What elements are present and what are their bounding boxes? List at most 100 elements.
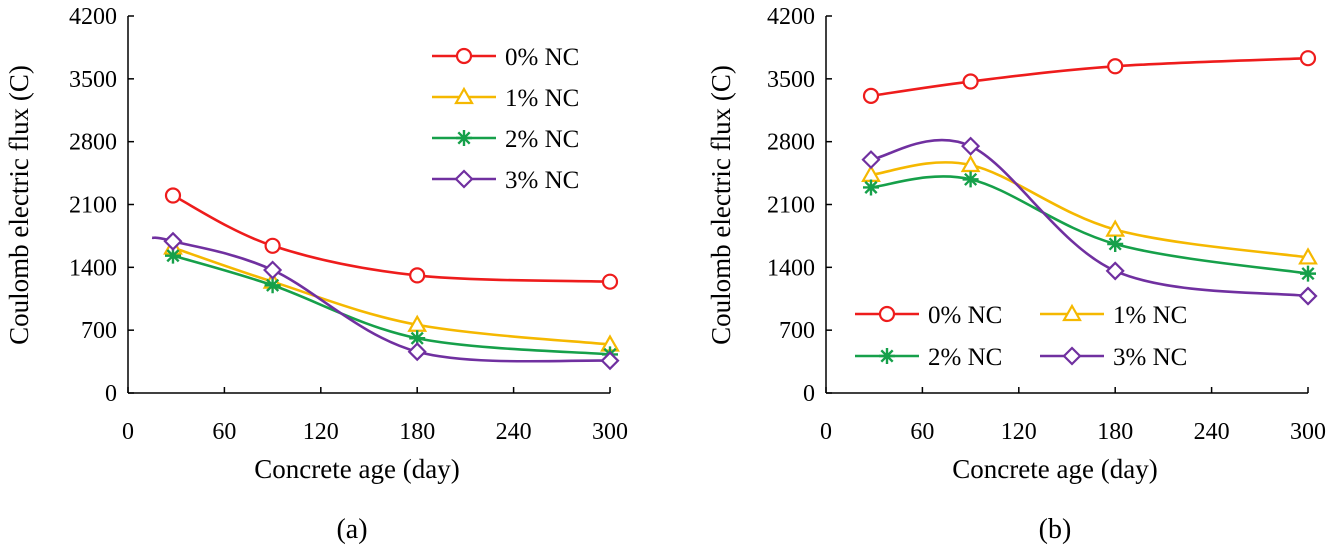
- series-line: [172, 194, 611, 283]
- legend-label: 0% NC: [505, 44, 579, 71]
- legend-item: 2% NC: [432, 126, 579, 153]
- x-tick-label: 120: [1001, 419, 1037, 445]
- data-point-triangle: [1298, 247, 1318, 265]
- series-3nc: [861, 136, 1318, 306]
- data-point-circle: [601, 273, 619, 290]
- legend-marker-asterisk: [456, 130, 472, 146]
- y-tick-label: 0: [803, 381, 815, 407]
- y-tick-label: 4200: [767, 4, 815, 30]
- chart-panel-b: 0 700 1400 2100 2800 3500 4200 0 60 120 180 240 300 C…: [706, 4, 1326, 545]
- legend-label: 3% NC: [1113, 344, 1187, 371]
- data-point-diamond: [1105, 261, 1125, 281]
- legend-item: 0% NC: [432, 44, 579, 71]
- y-tick-label: 2800: [767, 130, 815, 156]
- legend-marker-triangle: [1062, 303, 1082, 322]
- x-tick-label: 120: [303, 419, 339, 445]
- data-point-triangle: [1105, 219, 1126, 237]
- data-point-asterisk: [164, 247, 181, 264]
- data-point-circle: [1107, 58, 1124, 75]
- legend-marker-triangle: [454, 86, 474, 105]
- data-point-asterisk: [409, 330, 426, 347]
- data-point-diamond: [263, 260, 283, 280]
- data-point-diamond: [407, 342, 427, 362]
- x-axis-label: Concrete age (day): [952, 454, 1157, 484]
- series-line: [870, 56, 1309, 98]
- y-tick-label: 2100: [69, 193, 117, 219]
- x-tick-label: 0: [122, 419, 134, 445]
- y-tick-label: 3500: [69, 67, 117, 93]
- series-line: [870, 138, 1309, 298]
- series-line: [870, 175, 1309, 275]
- y-tick-label: 1400: [69, 255, 117, 281]
- legend-item: 3% NC: [1040, 344, 1187, 371]
- x-tick-label: 0: [820, 419, 832, 445]
- data-point-diamond: [961, 136, 981, 156]
- x-tick-label: 60: [212, 419, 236, 445]
- data-point-diamond: [1298, 286, 1318, 306]
- panel-caption: (a): [336, 514, 367, 545]
- legend-marker-asterisk: [879, 348, 895, 364]
- series-0nc: [164, 187, 619, 290]
- chart-panel-a: 0 700 1400 2100 2800 3500 4200 0 60 120 180 240 300 C…: [4, 4, 628, 545]
- y-tick-label: 4200: [69, 4, 117, 30]
- series-line: [172, 254, 611, 356]
- data-point-asterisk: [1300, 265, 1316, 282]
- y-axis-label: Coulomb electric flux (C): [4, 65, 34, 345]
- series-line: [172, 246, 611, 346]
- y-tick-label: 1400: [767, 255, 815, 281]
- legend-label: 0% NC: [928, 302, 1002, 329]
- y-tick-label: 3500: [767, 67, 815, 93]
- data-point-asterisk: [264, 277, 281, 294]
- legend-item: 2% NC: [855, 344, 1002, 371]
- legend-marker-diamond: [1062, 346, 1082, 366]
- series-0nc: [862, 50, 1317, 104]
- x-tick-label: 240: [1194, 419, 1230, 445]
- data-point-circle: [164, 187, 182, 204]
- legend-marker-circle: [455, 47, 473, 65]
- legend: 0% NC 1% NC 2% NC 3% NC: [432, 44, 579, 194]
- data-point-circle: [264, 237, 281, 254]
- x-tick-label: 300: [1290, 419, 1326, 445]
- series-3nc: [151, 231, 620, 371]
- data-point-diamond: [163, 231, 183, 251]
- data-point-asterisk: [862, 179, 879, 196]
- legend: 0% NC 1% NC 2% NC 3% NC: [855, 302, 1187, 371]
- y-tick-label: 700: [779, 318, 815, 344]
- data-point-diamond: [861, 150, 881, 170]
- legend-item: 0% NC: [855, 302, 1002, 329]
- panel-caption: (b): [1039, 514, 1072, 545]
- legend-item: 3% NC: [432, 167, 579, 194]
- y-tick-label: 0: [105, 381, 117, 407]
- x-tick-label: 180: [399, 419, 435, 445]
- data-point-circle: [962, 73, 979, 90]
- legend-label: 1% NC: [505, 85, 579, 112]
- legend-label: 3% NC: [505, 167, 579, 194]
- y-axis-label: Coulomb electric flux (C): [706, 65, 736, 345]
- legend-item: 1% NC: [432, 85, 579, 112]
- y-tick-label: 700: [81, 318, 117, 344]
- data-point-circle: [409, 267, 426, 284]
- series-2nc: [862, 171, 1316, 282]
- legend-label: 1% NC: [1113, 302, 1187, 329]
- x-tick-label: 240: [496, 419, 532, 445]
- series-line: [870, 161, 1309, 259]
- x-tick-label: 60: [910, 419, 934, 445]
- data-point-diamond: [600, 351, 620, 371]
- legend-item: 1% NC: [1040, 302, 1187, 329]
- y-tick-label: 2800: [69, 130, 117, 156]
- x-tick-label: 300: [592, 419, 628, 445]
- data-point-asterisk: [962, 171, 979, 188]
- legend-label: 2% NC: [505, 126, 579, 153]
- series-2nc: [164, 247, 618, 363]
- y-tick-label: 2100: [767, 193, 815, 219]
- legend-marker-circle: [878, 305, 896, 323]
- series-1nc: [861, 154, 1318, 265]
- legend-marker-diamond: [454, 169, 474, 189]
- data-point-asterisk: [1107, 235, 1124, 252]
- x-axis-label: Concrete age (day): [254, 454, 459, 484]
- data-point-triangle: [960, 154, 981, 173]
- x-tick-label: 180: [1097, 419, 1133, 445]
- data-point-circle: [1299, 50, 1317, 67]
- series-line: [151, 236, 611, 363]
